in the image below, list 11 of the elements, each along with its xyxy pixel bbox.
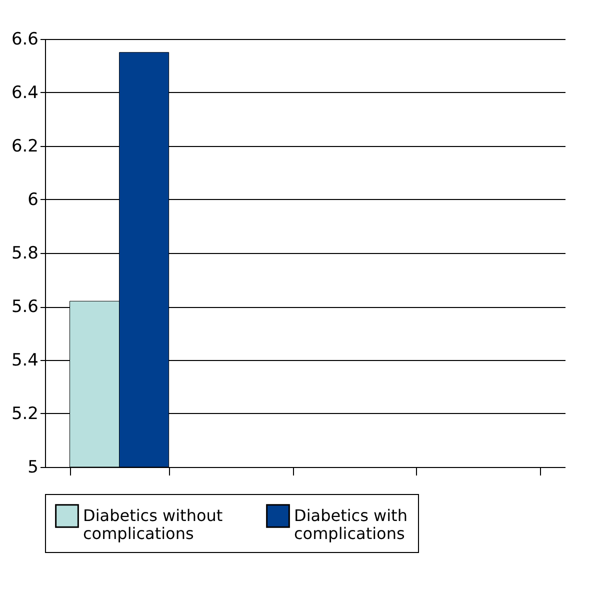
y-tick-label: 6.2 [11, 136, 38, 156]
y-tick-label: 6.6 [11, 30, 38, 50]
y-tick-label: 5.6 [11, 297, 38, 317]
y-tick-label: 6 [28, 190, 38, 210]
y-tick-label: 5.2 [11, 404, 38, 424]
y-tick-label: 5.4 [11, 350, 38, 370]
legend-label: Diabetics with complications [294, 506, 408, 543]
legend-label: Diabetics without complications [83, 506, 223, 543]
y-tick-label: 5.8 [11, 244, 38, 264]
y-tick-label: 5 [28, 458, 38, 478]
y-tick-label: 6.4 [11, 83, 38, 103]
